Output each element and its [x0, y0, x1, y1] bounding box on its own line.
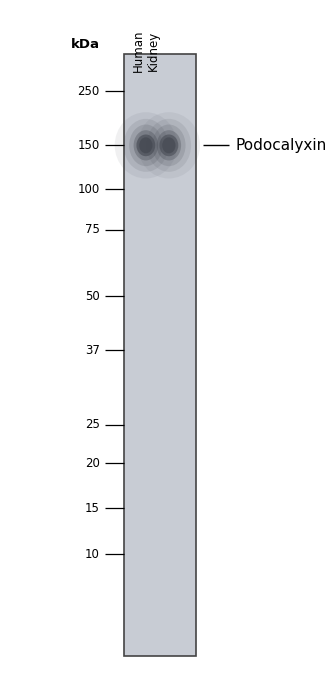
Text: 15: 15	[85, 502, 100, 515]
Ellipse shape	[162, 137, 176, 153]
Ellipse shape	[139, 137, 152, 153]
Ellipse shape	[152, 124, 185, 166]
Text: 20: 20	[85, 456, 100, 470]
Ellipse shape	[129, 124, 163, 166]
Bar	[124, 54, 196, 656]
Ellipse shape	[136, 135, 155, 156]
Ellipse shape	[160, 135, 178, 156]
Text: 50: 50	[85, 289, 100, 303]
Ellipse shape	[138, 112, 200, 178]
Ellipse shape	[115, 112, 177, 178]
Ellipse shape	[124, 119, 168, 172]
Text: kDa: kDa	[71, 38, 100, 51]
Text: 150: 150	[77, 139, 100, 152]
Text: 100: 100	[77, 183, 100, 196]
Text: Podocalyxin: Podocalyxin	[235, 138, 327, 153]
Text: 75: 75	[85, 223, 100, 237]
Text: Human
Kidney: Human Kidney	[132, 30, 160, 72]
Text: 250: 250	[77, 84, 100, 98]
Text: 10: 10	[85, 548, 100, 561]
Text: 37: 37	[85, 343, 100, 357]
Text: 25: 25	[85, 418, 100, 431]
Ellipse shape	[157, 130, 181, 160]
Ellipse shape	[134, 130, 158, 160]
Ellipse shape	[146, 119, 191, 172]
